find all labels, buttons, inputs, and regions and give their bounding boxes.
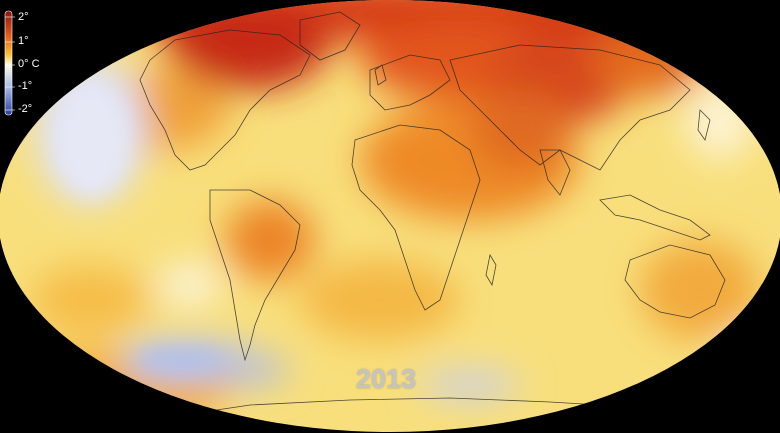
legend-label-max: 2° bbox=[18, 11, 29, 23]
color-scale-bar bbox=[4, 10, 13, 116]
legend-label-minus1: -1° bbox=[18, 80, 33, 92]
legend-label-min: -2° bbox=[18, 103, 33, 115]
color-scale-legend bbox=[4, 10, 15, 116]
legend-label-1: 1° bbox=[18, 35, 29, 47]
coastlines bbox=[139, 11, 726, 421]
year-label: 2013 bbox=[356, 364, 417, 394]
legend-label-zero: 0° C bbox=[18, 58, 40, 70]
